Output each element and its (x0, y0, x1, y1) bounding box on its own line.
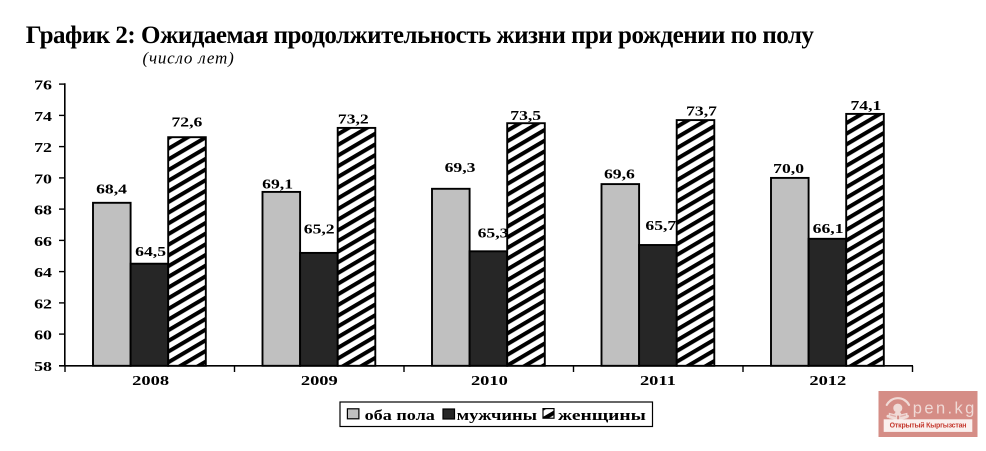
svg-text:74: 74 (34, 109, 52, 124)
svg-text:2012: 2012 (809, 372, 846, 388)
svg-text:76: 76 (34, 78, 52, 93)
svg-text:70: 70 (34, 172, 52, 187)
svg-text:(число лет): (число лет) (143, 49, 235, 68)
svg-text:73,2: 73,2 (338, 112, 369, 127)
svg-text:68,4: 68,4 (96, 182, 127, 197)
svg-text:pen.kg: pen.kg (913, 399, 977, 417)
svg-text:68: 68 (34, 203, 52, 218)
svg-text:График 2: Ожидаемая продолжите: График 2: Ожидаемая продолжительность жи… (26, 22, 815, 49)
svg-text:66: 66 (34, 234, 52, 249)
svg-text:66,1: 66,1 (813, 222, 844, 237)
svg-text:73,7: 73,7 (686, 104, 717, 119)
svg-text:73,5: 73,5 (510, 109, 541, 124)
svg-text:69,3: 69,3 (445, 160, 476, 175)
svg-text:69,6: 69,6 (604, 167, 635, 182)
svg-text:65,2: 65,2 (304, 222, 335, 237)
svg-text:2010: 2010 (471, 372, 508, 388)
svg-text:72,6: 72,6 (171, 115, 202, 130)
svg-text:62: 62 (34, 297, 52, 312)
svg-text:2009: 2009 (301, 372, 338, 388)
svg-text:72: 72 (34, 141, 52, 156)
svg-text:58: 58 (34, 359, 52, 374)
svg-text:65,3: 65,3 (478, 226, 509, 241)
svg-text:64: 64 (34, 266, 52, 281)
svg-text:женщины: женщины (558, 407, 646, 423)
svg-text:оба пола: оба пола (365, 406, 436, 423)
svg-text:64,5: 64,5 (135, 245, 166, 260)
svg-text:2008: 2008 (132, 372, 169, 388)
svg-text:Открытый Кыргызстан: Открытый Кыргызстан (890, 422, 967, 430)
svg-text:мужчины: мужчины (457, 406, 537, 423)
svg-text:60: 60 (34, 328, 52, 343)
svg-text:69,1: 69,1 (262, 177, 293, 192)
svg-text:2011: 2011 (640, 372, 676, 388)
svg-text:70,0: 70,0 (773, 162, 804, 177)
svg-text:74,1: 74,1 (850, 98, 881, 113)
svg-text:65,7: 65,7 (645, 219, 676, 234)
